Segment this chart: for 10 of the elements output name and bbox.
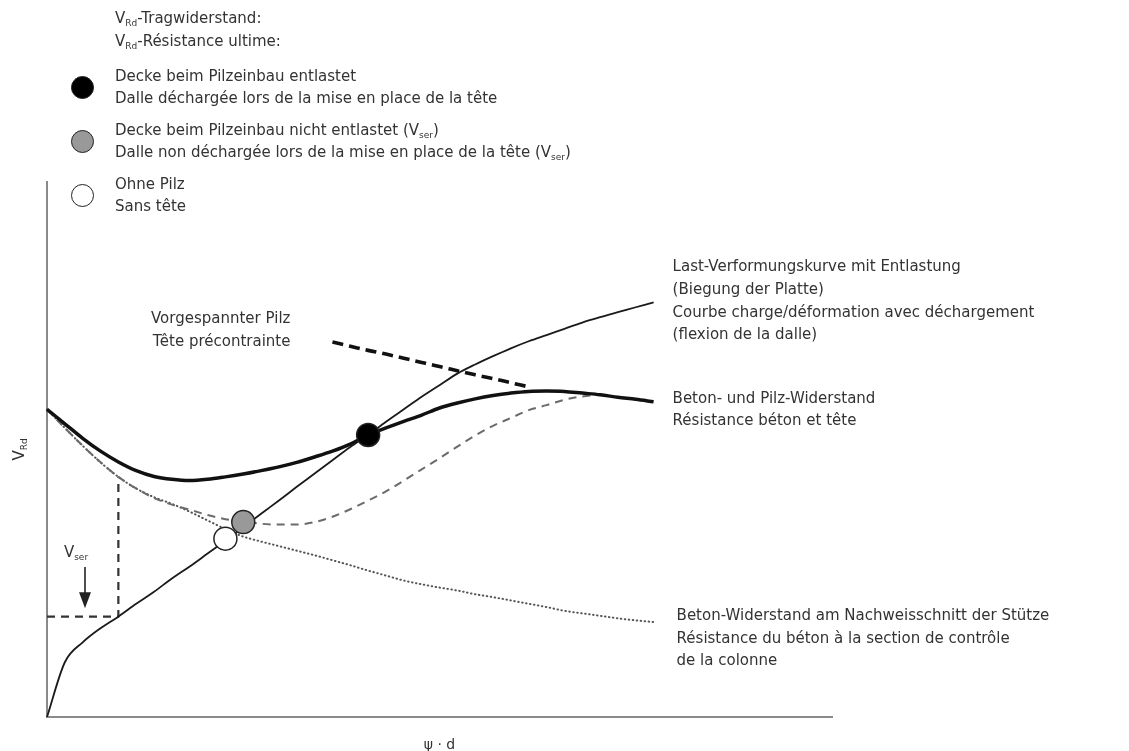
legend-label: Ohne Pilz Sans tête bbox=[115, 174, 187, 217]
x-axis-title: ψ · d bbox=[423, 735, 456, 751]
series-label: Beton- und Pilz-Widerstand Résistance béton et tête bbox=[672, 388, 876, 430]
series-label: Last-Verformungskurve mit Entlastung (Biegung der Platte) Courbe charge/déformation avec déchargement (flexion de la dalle) bbox=[672, 257, 1035, 344]
text: Vorgespannter Pilz Tête précontrainte bbox=[151, 308, 291, 350]
y-axis-title: VRd bbox=[9, 438, 29, 461]
legend-title: V$_{Rd}$-Tragwiderstand: V$_{Rd}$-Résistance ultime: bbox=[115, 8, 282, 53]
legend-label: Decke beim Pilzeinbau entlastet Dalle déchargée lors de la mise en place de la tête bbox=[115, 66, 498, 109]
legend-label: Decke beim Pilzeinbau nicht entlastet (V$_{ser}$) Dalle non déchargée lors de la mise en place de la tête (V$_{ser}$) bbox=[115, 120, 571, 163]
series-label: Beton-Widerstand am Nachweisschnitt der Stütze Résistance du béton à la section de contrôle de la colonne bbox=[676, 605, 1050, 670]
